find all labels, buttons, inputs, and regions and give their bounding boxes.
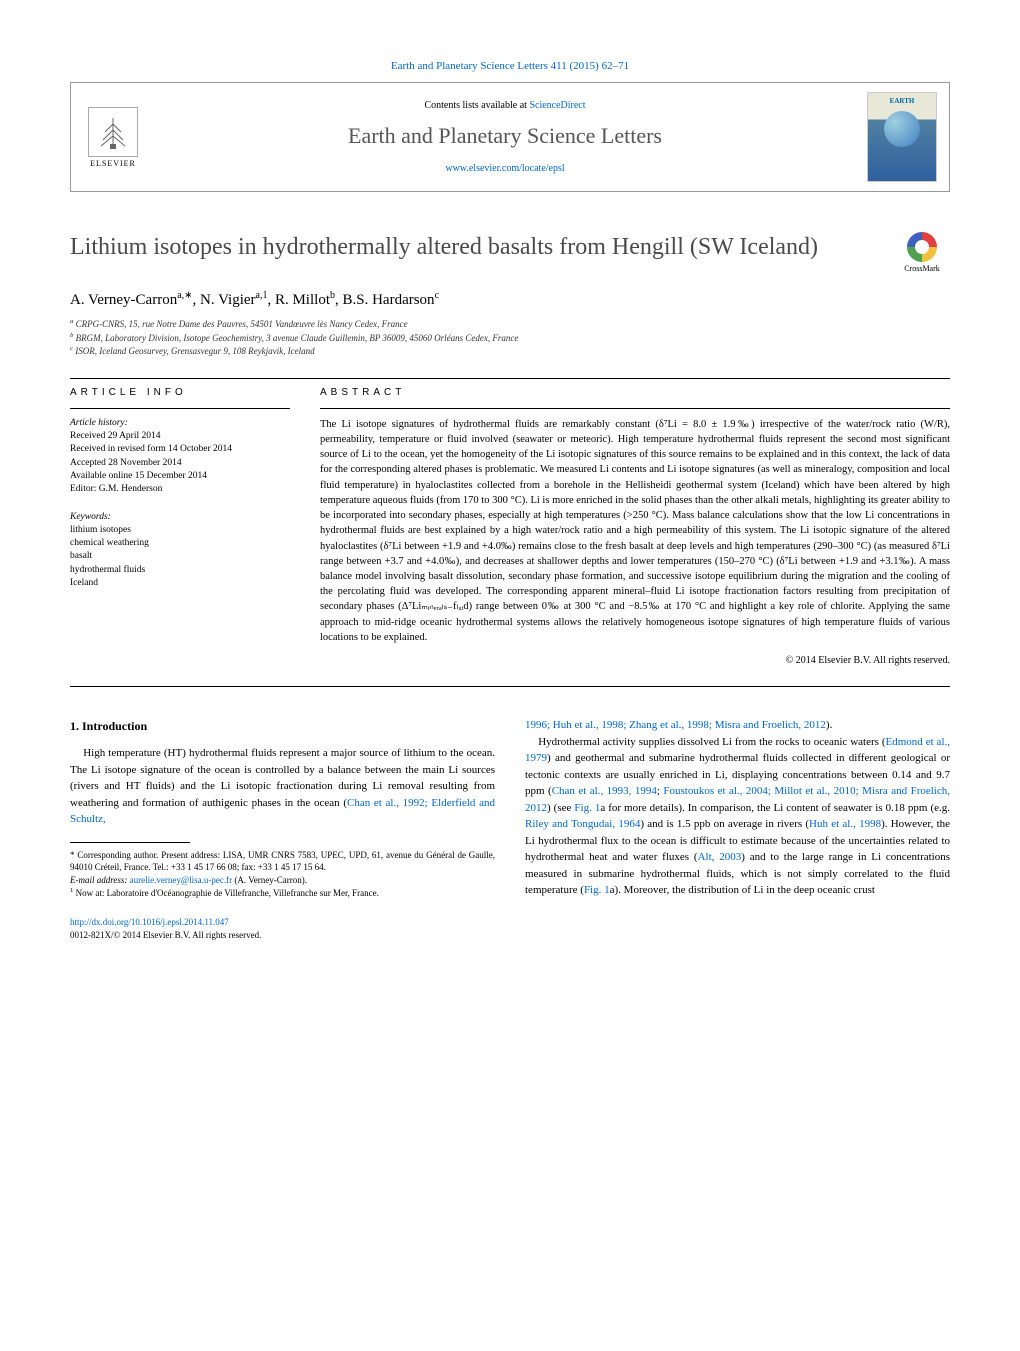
abstract-heading: ABSTRACT xyxy=(320,387,950,398)
keyword-0: lithium isotopes xyxy=(70,524,290,537)
crossmark-badge[interactable]: CrossMark xyxy=(894,232,950,278)
author-1: A. Verney-Carron xyxy=(70,292,177,308)
cite-chan-1993[interactable]: Chan et al., 1993, 1994 xyxy=(552,785,657,797)
cover-title: EARTH xyxy=(890,97,915,105)
copyright-line: © 2014 Elsevier B.V. All rights reserved… xyxy=(320,655,950,666)
body-p1: High temperature (HT) hydrothermal fluid… xyxy=(70,745,495,828)
divider-top xyxy=(70,378,950,379)
affiliation-a: a CRPG-CNRS, 15, rue Notre Dame des Pauv… xyxy=(70,317,950,331)
author-4-sup: c xyxy=(435,290,439,301)
body-p1-cont: 1996; Huh et al., 1998; Zhang et al., 19… xyxy=(525,717,950,734)
top-citation: Earth and Planetary Science Letters 411 … xyxy=(70,60,950,72)
footnotes: * Corresponding author. Present address:… xyxy=(70,849,495,900)
sciencedirect-link[interactable]: ScienceDirect xyxy=(529,100,585,111)
affiliations: a CRPG-CNRS, 15, rue Notre Dame des Pauv… xyxy=(70,317,950,358)
abstract-col: ABSTRACT The Li isotope signatures of hy… xyxy=(320,387,950,666)
journal-header: ELSEVIER Contents lists available at Sci… xyxy=(70,82,950,192)
elsevier-logo: ELSEVIER xyxy=(83,102,143,172)
right-column: 1996; Huh et al., 1998; Zhang et al., 19… xyxy=(525,717,950,943)
history-online: Available online 15 December 2014 xyxy=(70,470,290,483)
section-1-heading: 1. Introduction xyxy=(70,717,495,735)
footnote-corresponding: * Corresponding author. Present address:… xyxy=(70,849,495,874)
doi-block: http://dx.doi.org/10.1016/j.epsl.2014.11… xyxy=(70,916,495,943)
author-3-sup: b xyxy=(330,290,335,301)
globe-icon xyxy=(884,111,920,147)
footnote-1: 1 Now at: Laboratoire d'Océanographie de… xyxy=(70,886,495,900)
p1b: ). xyxy=(826,719,832,731)
body-columns: 1. Introduction High temperature (HT) hy… xyxy=(70,717,950,943)
tree-icon xyxy=(93,112,133,152)
keyword-3: hydrothermal fluids xyxy=(70,564,290,577)
journal-homepage: www.elsevier.com/locate/epsl xyxy=(143,163,867,174)
crossmark-icon xyxy=(907,232,937,262)
cite-fig1a[interactable]: Fig. 1 xyxy=(574,802,600,814)
keywords-block: Keywords: lithium isotopes chemical weat… xyxy=(70,511,290,591)
affiliation-c: c ISOR, Iceland Geosurvey, Grensasvegur … xyxy=(70,344,950,358)
aff-a-text: CRPG-CNRS, 15, rue Notre Dame des Pauvre… xyxy=(76,319,408,329)
page-root: Earth and Planetary Science Letters 411 … xyxy=(0,0,1020,983)
article-history: Article history: Received 29 April 2014 … xyxy=(70,417,290,497)
cite-fig1a-2[interactable]: Fig. 1 xyxy=(584,884,610,896)
history-editor: Editor: G.M. Henderson xyxy=(70,483,290,496)
history-received: Received 29 April 2014 xyxy=(70,430,290,443)
keywords-label: Keywords: xyxy=(70,511,290,524)
cite-riley-1964[interactable]: Riley and Tongudai, 1964 xyxy=(525,818,640,830)
journal-homepage-link[interactable]: www.elsevier.com/locate/epsl xyxy=(445,163,564,174)
author-2: N. Vigier xyxy=(200,292,255,308)
abstract-text: The Li isotope signatures of hydrotherma… xyxy=(320,417,950,645)
footnote-separator xyxy=(70,842,190,843)
journal-cover: EARTH xyxy=(867,92,937,182)
p2a: Hydrothermal activity supplies dissolved… xyxy=(538,736,885,748)
title-row: Lithium isotopes in hydrothermally alter… xyxy=(70,232,950,278)
footnote-1-text: Now at: Laboratoire d'Océanographie de V… xyxy=(76,888,379,898)
article-title: Lithium isotopes in hydrothermally alter… xyxy=(70,232,874,263)
info-abstract-row: ARTICLE INFO Article history: Received 2… xyxy=(70,387,950,666)
email-who: (A. Verney-Carron). xyxy=(232,875,307,885)
history-label: Article history: xyxy=(70,417,290,430)
elsevier-tree-icon xyxy=(88,107,138,157)
divider-bottom xyxy=(70,686,950,687)
top-citation-link[interactable]: Earth and Planetary Science Letters 411 … xyxy=(391,60,629,72)
contents-line: Contents lists available at ScienceDirec… xyxy=(143,100,867,111)
publisher-name: ELSEVIER xyxy=(90,159,136,168)
issn-copyright: 0012-821X/© 2014 Elsevier B.V. All right… xyxy=(70,929,495,943)
aff-b-text: BRGM, Laboratory Division, Isotope Geoch… xyxy=(76,333,519,343)
left-column: 1. Introduction High temperature (HT) hy… xyxy=(70,717,495,943)
author-1-sup: a,∗ xyxy=(177,290,192,301)
cite-alt-2003[interactable]: Alt, 2003 xyxy=(698,851,742,863)
p2f: ) and is 1.5 ppb on average in rivers ( xyxy=(640,818,809,830)
cite-huh-1998[interactable]: Huh et al., 1998 xyxy=(809,818,881,830)
footnote-email: E-mail address: aurelie.verney@lisa.u-pe… xyxy=(70,874,495,887)
body-p2: Hydrothermal activity supplies dissolved… xyxy=(525,734,950,899)
contents-prefix: Contents lists available at xyxy=(424,100,529,111)
author-3: R. Millot xyxy=(275,292,330,308)
info-divider xyxy=(70,408,290,409)
authors-line: A. Verney-Carrona,∗, N. Vigiera,1, R. Mi… xyxy=(70,290,950,309)
keyword-2: basalt xyxy=(70,550,290,563)
article-info-heading: ARTICLE INFO xyxy=(70,387,290,398)
keyword-4: Iceland xyxy=(70,577,290,590)
abstract-divider xyxy=(320,408,950,409)
corresponding-email-link[interactable]: aurelie.verney@lisa.u-pec.fr xyxy=(130,875,233,885)
affiliation-b: b BRGM, Laboratory Division, Isotope Geo… xyxy=(70,331,950,345)
p2i: a). Moreover, the distribution of Li in … xyxy=(610,884,875,896)
aff-c-text: ISOR, Iceland Geosurvey, Grensasvegur 9,… xyxy=(75,346,314,356)
history-accepted: Accepted 28 November 2014 xyxy=(70,457,290,470)
footnote-corr-text: Corresponding author. Present address: L… xyxy=(70,850,495,873)
header-center: Contents lists available at ScienceDirec… xyxy=(143,100,867,174)
p2e: a for more details). In comparison, the … xyxy=(600,802,950,814)
journal-title: Earth and Planetary Science Letters xyxy=(143,123,867,149)
p2d: ) (see xyxy=(547,802,574,814)
email-label: E-mail address: xyxy=(70,875,130,885)
history-revised: Received in revised form 14 October 2014 xyxy=(70,443,290,456)
article-info-col: ARTICLE INFO Article history: Received 2… xyxy=(70,387,290,666)
doi-link[interactable]: http://dx.doi.org/10.1016/j.epsl.2014.11… xyxy=(70,917,229,927)
keyword-1: chemical weathering xyxy=(70,537,290,550)
author-4: B.S. Hardarson xyxy=(342,292,434,308)
crossmark-label: CrossMark xyxy=(904,264,940,273)
cite-1996[interactable]: 1996; Huh et al., 1998; Zhang et al., 19… xyxy=(525,719,826,731)
author-2-sup: a,1 xyxy=(256,290,268,301)
